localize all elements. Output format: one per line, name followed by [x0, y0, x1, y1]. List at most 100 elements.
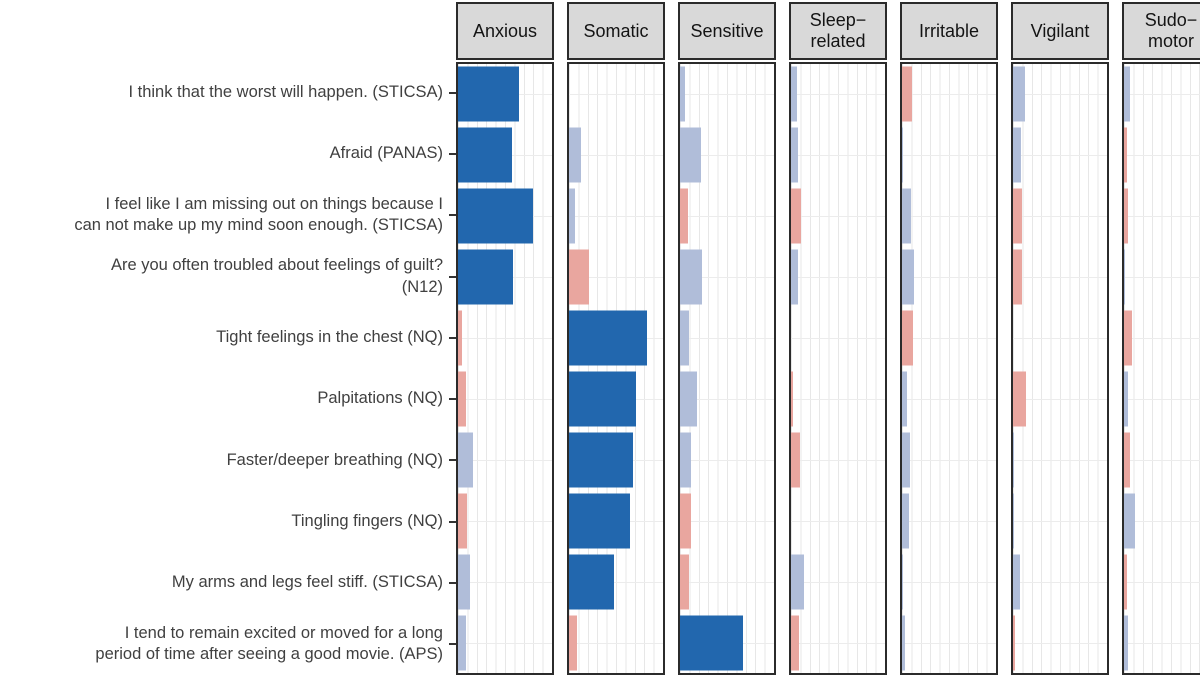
axis-tick: [449, 643, 456, 646]
bar-slot: [680, 125, 774, 186]
row-gridline: [569, 581, 663, 583]
item-label-row: Faster/deeper breathing (NQ): [0, 430, 456, 491]
bar-slot: [1013, 369, 1107, 430]
bar-slot: [1124, 429, 1200, 490]
bar-slot: [1013, 247, 1107, 308]
facet-panel-irritable: Irritable: [900, 0, 998, 675]
bar-slot: [1124, 551, 1200, 612]
loading-bar: [902, 127, 903, 183]
row-gridline: [680, 338, 774, 340]
bar-slot: [1013, 551, 1107, 612]
loading-bar: [1013, 127, 1021, 183]
bar-slot: [680, 64, 774, 125]
row-gridline: [1013, 155, 1107, 157]
loading-bar: [458, 66, 520, 122]
item-label-row: Afraid (PANAS): [0, 123, 456, 184]
loading-bar: [458, 188, 534, 244]
loading-bar: [1013, 371, 1027, 427]
loading-bar: [569, 310, 648, 366]
row-gridline: [458, 338, 552, 340]
loading-bar: [902, 432, 911, 488]
facet-plot-area: [789, 62, 887, 675]
bar-slot: [569, 186, 663, 247]
facet-header-anxious: Anxious: [456, 2, 554, 60]
item-label: Afraid (PANAS): [329, 144, 443, 163]
loading-bar: [458, 249, 513, 305]
item-label-row: Palpitations (NQ): [0, 369, 456, 430]
item-label: Are you often troubled about feelings of…: [110, 256, 443, 296]
facet-panel-anxious: Anxious: [456, 0, 554, 675]
bar-slot: [569, 612, 663, 673]
axis-tick: [449, 152, 456, 155]
bar-slot: [902, 429, 996, 490]
row-gridline: [1013, 520, 1107, 522]
bar-slot: [902, 490, 996, 551]
loading-bar: [1013, 615, 1015, 671]
bar-slot: [791, 125, 885, 186]
bar-slot: [791, 490, 885, 551]
bar-slot: [569, 308, 663, 369]
item-label-row: I feel like I am missing out on things b…: [0, 185, 456, 246]
bar-slot: [458, 125, 552, 186]
bar-slot: [1013, 186, 1107, 247]
bar-slot: [902, 64, 996, 125]
loading-bar: [680, 432, 692, 488]
loading-bar: [1013, 249, 1023, 305]
row-gridline: [791, 520, 885, 522]
item-label-row: Are you often troubled about feelings of…: [0, 246, 456, 307]
loading-bar: [458, 554, 471, 610]
row-gridline: [791, 155, 885, 157]
bar-slot: [569, 369, 663, 430]
loading-bar: [902, 188, 912, 244]
loading-bar: [1013, 493, 1014, 549]
axis-tick: [449, 214, 456, 217]
row-gridline: [680, 581, 774, 583]
row-gridline: [569, 94, 663, 96]
row-gridline: [1013, 338, 1107, 340]
item-axis: I think that the worst will happen. (STI…: [0, 62, 456, 675]
row-gridline: [791, 642, 885, 644]
bar-slot: [791, 429, 885, 490]
item-label-row: My arms and legs feel stiff. (STICSA): [0, 552, 456, 613]
loading-bar: [680, 249, 702, 305]
loading-bar: [1013, 66, 1026, 122]
facet-panel-somatic: Somatic: [567, 0, 665, 675]
loading-bar: [1013, 432, 1014, 488]
row-gridline: [791, 459, 885, 461]
bar-slot: [569, 551, 663, 612]
facet-plot-area: [456, 62, 554, 675]
row-gridline: [1124, 277, 1200, 279]
loading-bar: [569, 493, 631, 549]
loading-bar: [569, 371, 636, 427]
row-gridline: [791, 581, 885, 583]
facet-panel-vigilant: Vigilant: [1011, 0, 1109, 675]
row-gridline: [458, 581, 552, 583]
facet-header-vigilant: Vigilant: [1011, 2, 1109, 60]
row-gridline: [458, 459, 552, 461]
item-label: I think that the worst will happen. (STI…: [128, 82, 443, 101]
loading-bar: [458, 432, 474, 488]
bar-slot: [680, 308, 774, 369]
row-gridline: [791, 398, 885, 400]
axis-tick: [449, 398, 456, 401]
facet-plot-area: [900, 62, 998, 675]
row-gridline: [902, 94, 996, 96]
row-gridline: [1124, 216, 1200, 218]
row-gridline: [1124, 94, 1200, 96]
loading-bar: [1124, 310, 1132, 366]
loading-bar: [902, 615, 905, 671]
facet-header-sleep-related: Sleep− related: [789, 2, 887, 60]
row-gridline: [680, 94, 774, 96]
bar-slot: [458, 308, 552, 369]
loading-bar: [902, 371, 907, 427]
row-gridline: [1124, 581, 1200, 583]
bar-slot: [680, 490, 774, 551]
bar-slot: [1124, 125, 1200, 186]
bar-slot: [569, 490, 663, 551]
bar-slot: [1013, 612, 1107, 673]
row-gridline: [569, 155, 663, 157]
bar-slot: [680, 186, 774, 247]
bar-slot: [1013, 64, 1107, 125]
facet-plot-area: [1122, 62, 1200, 675]
loading-bar: [1124, 66, 1130, 122]
